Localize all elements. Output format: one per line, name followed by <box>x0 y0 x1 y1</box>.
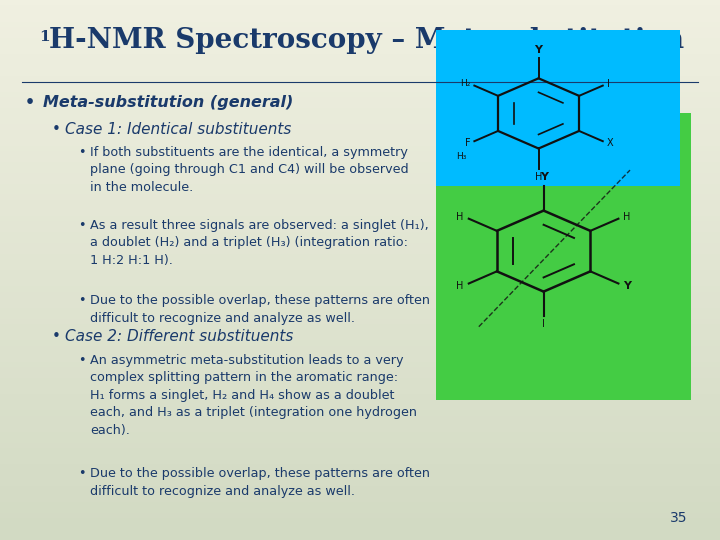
Text: Y: Y <box>624 281 631 291</box>
Text: Due to the possible overlap, these patterns are often
difficult to recognize and: Due to the possible overlap, these patte… <box>90 467 430 497</box>
Text: H-NMR Spectroscopy – Metasubstitution: H-NMR Spectroscopy – Metasubstitution <box>49 27 684 54</box>
Bar <box>436 113 691 400</box>
Text: •: • <box>78 467 85 480</box>
Text: H: H <box>535 172 542 182</box>
Text: H: H <box>456 212 464 221</box>
Text: •: • <box>78 354 85 367</box>
Text: If both substituents are the identical, a symmetry
plane (going through C1 and C: If both substituents are the identical, … <box>90 146 409 194</box>
Text: Meta-substitution (general): Meta-substitution (general) <box>43 94 294 110</box>
Text: 1: 1 <box>40 30 50 44</box>
Bar <box>436 30 680 186</box>
Text: Y: Y <box>534 44 543 55</box>
Text: H₂: H₂ <box>460 79 471 89</box>
Text: H: H <box>624 212 631 221</box>
Text: •: • <box>78 219 85 232</box>
Text: •: • <box>78 294 85 307</box>
Text: F: F <box>465 138 471 148</box>
Text: Y: Y <box>539 172 548 182</box>
Text: An asymmetric meta-substitution leads to a very
complex splitting pattern in the: An asymmetric meta-substitution leads to… <box>90 354 417 437</box>
Text: I: I <box>542 319 545 329</box>
Text: H: H <box>456 281 464 291</box>
Text: Case 2: Different substituents: Case 2: Different substituents <box>65 329 293 345</box>
Text: H₃: H₃ <box>456 152 467 161</box>
Text: •: • <box>52 329 60 345</box>
Text: As a result three signals are observed: a singlet (H₁),
a doublet (H₂) and a tri: As a result three signals are observed: … <box>90 219 428 267</box>
Text: •: • <box>78 146 85 159</box>
Text: •: • <box>52 122 60 137</box>
Text: Due to the possible overlap, these patterns are often
difficult to recognize and: Due to the possible overlap, these patte… <box>90 294 430 325</box>
Text: •: • <box>25 94 35 110</box>
Text: X: X <box>606 138 613 148</box>
Text: I: I <box>606 79 609 89</box>
Text: Case 1: Identical substituents: Case 1: Identical substituents <box>65 122 291 137</box>
Text: 35: 35 <box>670 511 688 525</box>
